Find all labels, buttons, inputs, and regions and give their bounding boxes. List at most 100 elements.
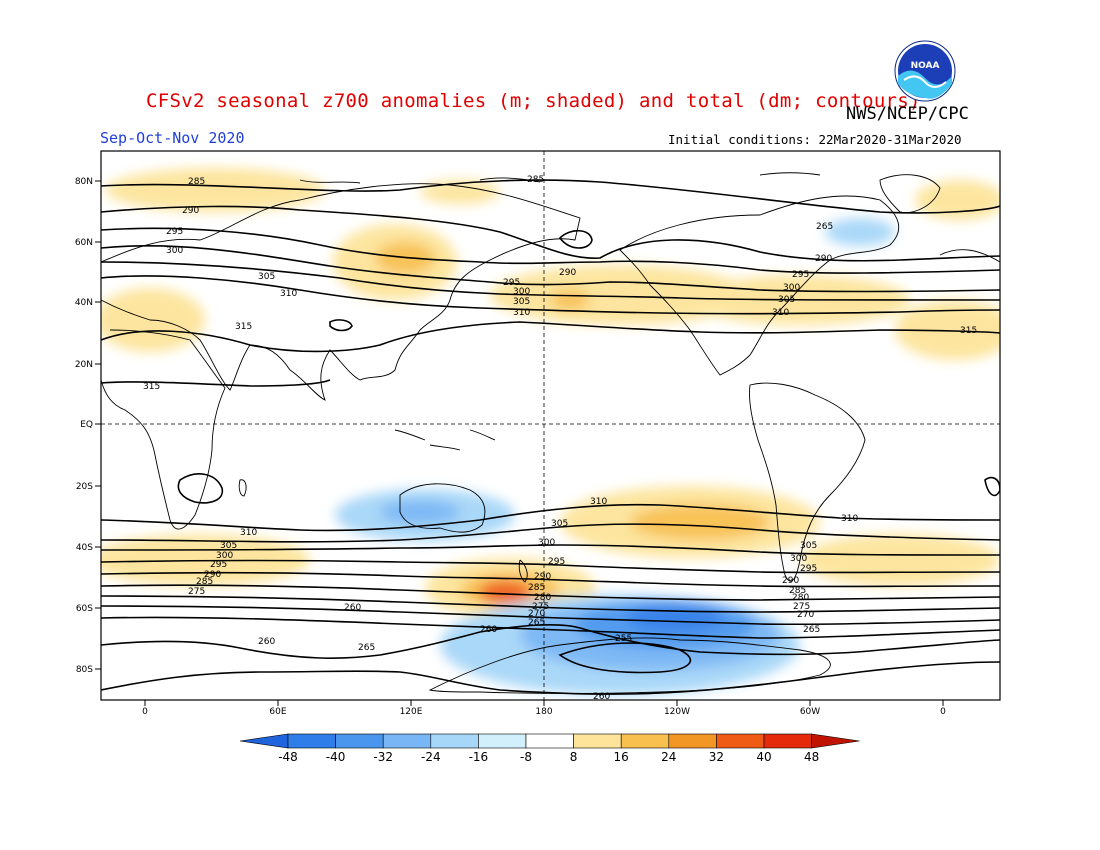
contour-label: 265 bbox=[816, 222, 833, 232]
contour-label: 275 bbox=[532, 602, 549, 612]
contour-labels: 285 290 295 300 305 310 315 315 285 290 … bbox=[143, 175, 977, 702]
lon-tick: 0 bbox=[142, 700, 148, 717]
contour-label: 310 bbox=[841, 514, 858, 524]
contour-label: 295 bbox=[166, 227, 183, 237]
colorbar-tick-label: -32 bbox=[373, 750, 393, 764]
contour-label: 315 bbox=[143, 382, 160, 392]
svg-text:40S: 40S bbox=[76, 543, 93, 553]
contour-label: 285 bbox=[196, 577, 213, 587]
lat-tick: 60S bbox=[76, 604, 101, 614]
anomaly-negative bbox=[335, 489, 515, 541]
colorbar-swatch bbox=[478, 733, 527, 749]
anomaly-shading bbox=[101, 168, 1000, 695]
colorbar-swatch bbox=[716, 733, 765, 749]
svg-text:120W: 120W bbox=[664, 707, 690, 717]
anomaly-positive bbox=[915, 180, 1000, 220]
svg-text:EQ: EQ bbox=[80, 420, 93, 430]
colorbar-tick-label: 48 bbox=[804, 750, 819, 764]
svg-text:0: 0 bbox=[940, 707, 946, 717]
anomaly-negative bbox=[627, 604, 723, 632]
contour-label: 300 bbox=[783, 283, 800, 293]
colorbar-swatch bbox=[573, 733, 622, 749]
anomaly-positive bbox=[101, 534, 310, 586]
svg-text:20S: 20S bbox=[76, 482, 93, 492]
svg-text:80N: 80N bbox=[75, 177, 93, 187]
svg-text:60N: 60N bbox=[75, 238, 93, 248]
contour-label: 285 bbox=[188, 177, 205, 187]
contour-label: 295 bbox=[792, 270, 809, 280]
contour-label: 305 bbox=[551, 519, 568, 529]
svg-text:NOAA: NOAA bbox=[911, 61, 940, 71]
lat-tick: EQ bbox=[80, 420, 101, 430]
contour-label: 315 bbox=[235, 322, 252, 332]
contour-label: 300 bbox=[216, 551, 233, 561]
anomaly-positive bbox=[425, 558, 595, 618]
anomaly-positive bbox=[479, 581, 531, 603]
anomaly-positive bbox=[101, 288, 205, 352]
contour-label: 290 bbox=[534, 572, 551, 582]
anomaly-negative bbox=[440, 595, 800, 695]
colorbar-swatch bbox=[382, 733, 432, 749]
contour-label: 305 bbox=[258, 272, 275, 282]
colorbar-left-arrow bbox=[239, 733, 289, 749]
contour-label: 265 bbox=[528, 618, 545, 628]
colorbar-swatch bbox=[335, 733, 384, 749]
agency-label: NWS/NCEP/CPC bbox=[846, 104, 969, 124]
contour-label: 305 bbox=[778, 295, 795, 305]
lat-axis: 80N 60N 40N 20N EQ 20S 40S 60S 80S bbox=[75, 177, 101, 675]
colorbar-tick-label: 8 bbox=[570, 750, 578, 764]
contour-label: 270 bbox=[528, 609, 545, 619]
colorbar-swatch bbox=[763, 733, 812, 749]
contour-label: 290 bbox=[182, 206, 199, 216]
anomaly-negative bbox=[575, 601, 755, 649]
height-contours bbox=[101, 179, 1000, 695]
contour-label: 255 bbox=[615, 634, 632, 644]
svg-text:60E: 60E bbox=[269, 707, 286, 717]
contour-label: 300 bbox=[790, 554, 807, 564]
contour-label: 295 bbox=[210, 560, 227, 570]
lon-tick: 0 bbox=[940, 700, 946, 717]
colorbar-tick-label: -24 bbox=[421, 750, 441, 764]
svg-text:60S: 60S bbox=[76, 604, 93, 614]
colorbar-tick-label: 16 bbox=[614, 750, 629, 764]
anomaly-positive bbox=[375, 242, 435, 274]
lat-tick: 40N bbox=[75, 298, 101, 308]
contour-label: 300 bbox=[538, 538, 555, 548]
contour-label: 270 bbox=[797, 610, 814, 620]
svg-text:80S: 80S bbox=[76, 665, 93, 675]
lon-tick: 180 bbox=[535, 700, 553, 717]
colorbar-tick-label: -48 bbox=[278, 750, 298, 764]
anomaly-positive bbox=[690, 275, 910, 325]
svg-text:0: 0 bbox=[142, 707, 148, 717]
lon-tick: 120W bbox=[664, 700, 690, 717]
contour-label: 310 bbox=[772, 308, 789, 318]
contour-label: 275 bbox=[188, 587, 205, 597]
contour-label: 290 bbox=[782, 576, 799, 586]
colorbar-tick-label: -16 bbox=[469, 750, 489, 764]
contour-label: 260 bbox=[480, 625, 497, 635]
svg-text:60W: 60W bbox=[800, 707, 820, 717]
contour-label: 310 bbox=[513, 308, 530, 318]
initial-conditions-label: Initial conditions: 22Mar2020-31Mar2020 bbox=[668, 132, 962, 147]
lat-tick: 20S bbox=[76, 482, 101, 492]
anomaly-positive bbox=[800, 534, 1000, 586]
contour-label: 275 bbox=[793, 602, 810, 612]
anomaly-positive bbox=[490, 265, 750, 325]
lon-tick: 120E bbox=[400, 700, 423, 717]
contour-label: 290 bbox=[204, 570, 221, 580]
svg-text:20N: 20N bbox=[75, 360, 93, 370]
contour-label: 300 bbox=[513, 287, 530, 297]
lat-tick: 60N bbox=[75, 238, 101, 248]
contour-label: 310 bbox=[590, 497, 607, 507]
lat-tick: 20N bbox=[75, 360, 101, 370]
plot-frame bbox=[100, 150, 1001, 701]
svg-text:40N: 40N bbox=[75, 298, 93, 308]
colorbar-swatch bbox=[287, 733, 336, 749]
svg-text:180: 180 bbox=[535, 707, 552, 717]
colorbar-tick-label: 24 bbox=[661, 750, 676, 764]
colorbar-tick-label: -40 bbox=[326, 750, 346, 764]
colorbar-tick-label: 40 bbox=[756, 750, 771, 764]
contour-label: 305 bbox=[800, 541, 817, 551]
contour-label: 300 bbox=[166, 246, 183, 256]
